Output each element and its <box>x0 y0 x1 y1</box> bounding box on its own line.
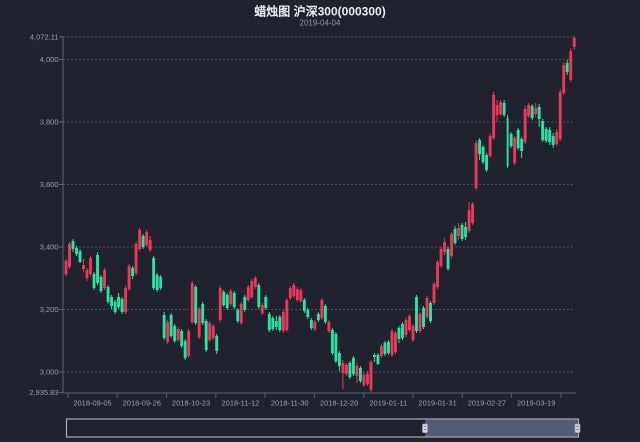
svg-text:4,072.11: 4,072.11 <box>30 33 59 42</box>
svg-text:2018-10-23: 2018-10-23 <box>172 399 210 408</box>
svg-text:2018-09-05: 2018-09-05 <box>73 399 111 408</box>
svg-text:2019-04-04: 2019-04-04 <box>300 19 341 28</box>
svg-text:4,000: 4,000 <box>40 55 59 64</box>
svg-text:2019-03-19: 2019-03-19 <box>517 399 555 408</box>
svg-text:3,200: 3,200 <box>40 305 59 314</box>
svg-text:3,600: 3,600 <box>40 180 59 189</box>
svg-text:2,935.83: 2,935.83 <box>29 388 58 397</box>
svg-text:3,000: 3,000 <box>40 368 59 377</box>
svg-text:2018-11-12: 2018-11-12 <box>221 399 259 408</box>
svg-text:2018-11-30: 2018-11-30 <box>271 399 309 408</box>
svg-text:2019-01-31: 2019-01-31 <box>418 399 456 408</box>
svg-text:2018-09-26: 2018-09-26 <box>123 399 161 408</box>
svg-text:2019-01-11: 2019-01-11 <box>369 399 407 408</box>
svg-text:2018-12-20: 2018-12-20 <box>320 399 358 408</box>
svg-text:3,400: 3,400 <box>40 243 59 252</box>
svg-text:蜡烛图 沪深300(000300): 蜡烛图 沪深300(000300) <box>254 4 385 19</box>
svg-text:2019-02-27: 2019-02-27 <box>468 399 506 408</box>
svg-text:3,800: 3,800 <box>40 118 59 127</box>
